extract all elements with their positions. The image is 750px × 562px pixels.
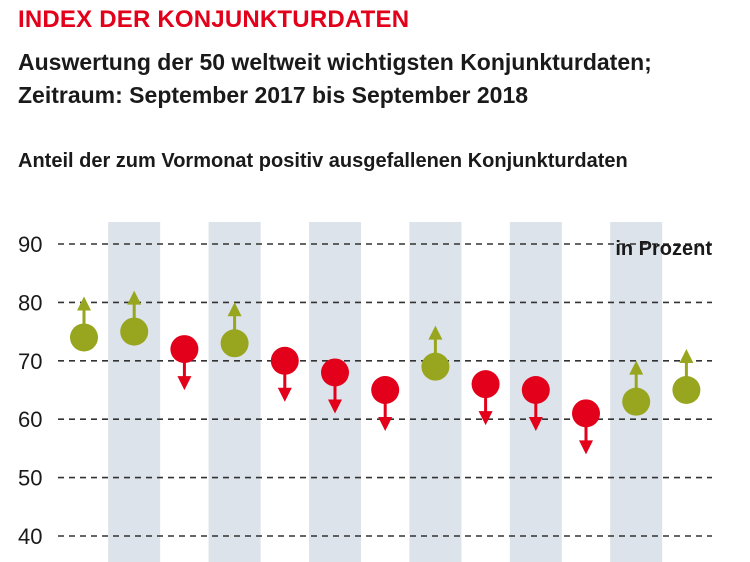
point-marker bbox=[572, 399, 600, 428]
point-marker bbox=[622, 387, 651, 416]
data-point-up bbox=[622, 360, 651, 416]
chart-title-line-1: Auswertung der 50 weltweit wichtigsten K… bbox=[18, 49, 652, 75]
y-tick-label: 80 bbox=[18, 290, 42, 315]
arrow-up-icon bbox=[428, 325, 443, 340]
arrow-down-icon bbox=[528, 417, 543, 431]
point-marker bbox=[220, 329, 249, 358]
point-marker bbox=[521, 376, 550, 404]
arrow-down-icon bbox=[277, 387, 292, 402]
y-tick-label: 40 bbox=[18, 524, 42, 549]
point-marker bbox=[321, 358, 349, 387]
y-tick-label: 60 bbox=[18, 407, 42, 432]
arrow-down-icon bbox=[579, 440, 593, 455]
point-marker bbox=[421, 352, 450, 381]
point-marker bbox=[471, 370, 500, 399]
arrow-up-icon bbox=[227, 302, 242, 317]
gridlines bbox=[58, 243, 712, 537]
chart-title: Auswertung der 50 weltweit wichtigsten K… bbox=[18, 46, 652, 112]
background-band bbox=[208, 222, 261, 562]
data-point-down bbox=[471, 370, 500, 426]
data-point-up bbox=[421, 325, 450, 381]
unit-label: in Prozent bbox=[615, 238, 712, 260]
data-point-up bbox=[120, 290, 149, 346]
y-tick-label: 90 bbox=[18, 232, 42, 257]
data-point-down bbox=[521, 376, 550, 431]
chart-title-line-2: Zeitraum: September 2017 bis September 2… bbox=[18, 82, 529, 108]
chart-kicker: INDEX DER KONJUNKTURDATEN bbox=[18, 6, 410, 33]
data-point-down bbox=[170, 335, 199, 391]
point-marker bbox=[120, 317, 149, 346]
point-marker bbox=[270, 346, 299, 375]
background-band bbox=[108, 222, 161, 562]
arrow-down-icon bbox=[177, 376, 192, 391]
arrow-down-icon bbox=[378, 417, 393, 431]
data-point-down bbox=[270, 346, 299, 402]
arrow-down-icon bbox=[328, 399, 342, 414]
arrow-down-icon bbox=[478, 411, 493, 426]
arrow-up-icon bbox=[679, 349, 694, 363]
point-marker bbox=[170, 335, 199, 364]
data-points bbox=[70, 290, 701, 455]
y-axis-tick-labels: 40 50 60 70 80 90 bbox=[18, 232, 42, 549]
chart-subtitle: Anteil der zum Vormonat positiv ausgefal… bbox=[18, 150, 628, 172]
data-point-down bbox=[321, 358, 349, 414]
data-point-down bbox=[371, 376, 400, 431]
data-point-up bbox=[70, 296, 98, 352]
point-marker bbox=[371, 376, 400, 404]
y-tick-label: 50 bbox=[18, 466, 42, 491]
arrow-up-icon bbox=[77, 296, 91, 311]
background-bands bbox=[108, 222, 663, 562]
arrow-up-icon bbox=[629, 360, 644, 375]
point-marker bbox=[672, 376, 701, 404]
point-marker bbox=[70, 323, 98, 352]
y-tick-label: 70 bbox=[18, 349, 42, 374]
arrow-up-icon bbox=[127, 290, 142, 305]
data-point-down bbox=[572, 399, 600, 455]
data-point-up bbox=[220, 302, 249, 358]
data-point-up bbox=[672, 349, 701, 404]
background-band bbox=[409, 222, 462, 562]
